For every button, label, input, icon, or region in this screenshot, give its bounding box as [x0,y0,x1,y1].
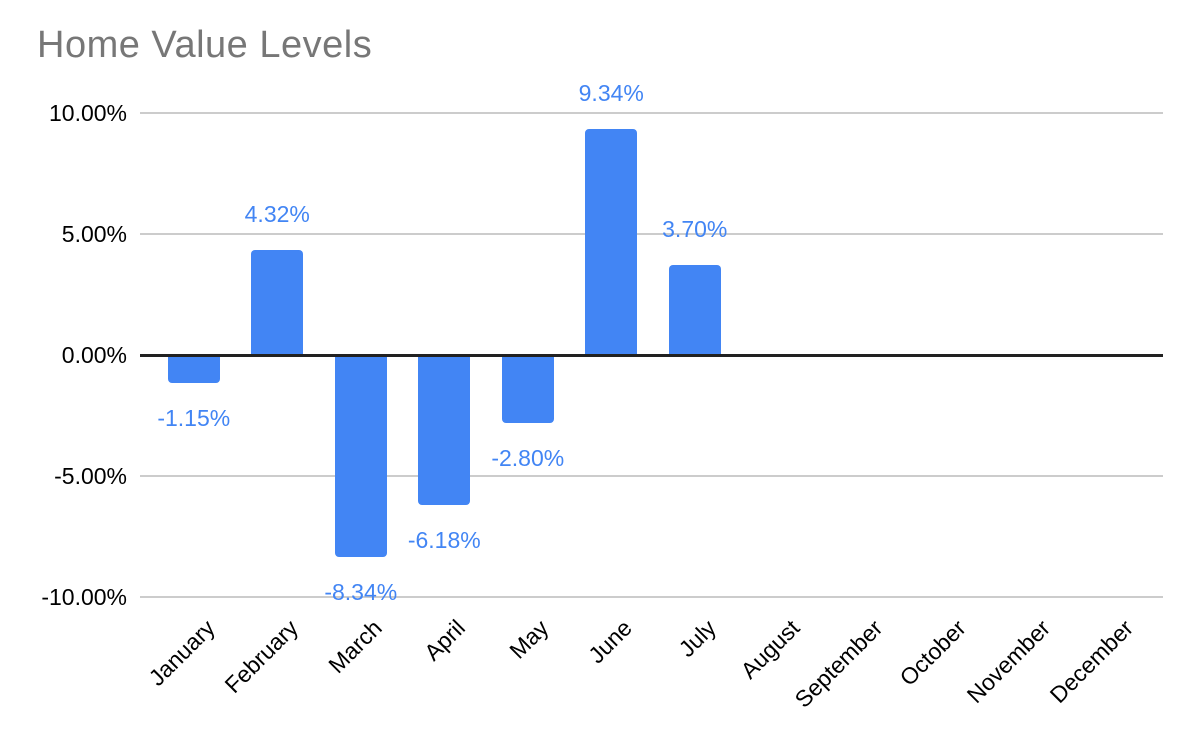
x-axis-label-august: August [735,614,805,684]
data-label-january: -1.15% [157,404,231,431]
x-axis-label-january: January [143,614,220,691]
chart-title: Home Value Levels [37,24,373,66]
gridline--10-00- [140,596,1163,598]
x-axis-label-november: November [961,614,1055,709]
data-label-april: -6.18% [407,526,481,553]
x-axis-label-june: June [583,614,638,669]
x-axis-label-march: March [323,614,387,679]
x-axis-label-february: February [219,614,304,699]
y-axis-tick--5-00-: -5.00% [54,463,127,489]
bar-may[interactable] [501,355,554,423]
y-axis-tick-10-00-: 10.00% [48,100,127,126]
bar-january[interactable] [167,355,220,383]
bar-july[interactable] [668,265,721,355]
gridline-5-00- [140,233,1163,235]
data-label-july: 3.70% [662,216,728,243]
x-axis-label-december: December [1044,614,1139,709]
bar-april[interactable] [418,355,471,505]
x-axis-label-september: September [789,614,888,713]
data-label-june: 9.34% [578,79,644,106]
bar-february[interactable] [251,250,304,355]
data-label-march: -8.34% [324,578,398,605]
x-axis-label-july: July [673,614,721,662]
y-axis-tick-5-00-: 5.00% [61,221,127,247]
x-axis-label-october: October [894,614,972,691]
bar-march[interactable] [334,355,387,557]
zero-axis-line [140,353,1163,357]
bar-june[interactable] [585,128,638,355]
data-label-february: 4.32% [244,201,310,228]
y-axis-tick--10-00-: -10.00% [41,584,127,610]
y-axis-tick-0-00-: 0.00% [61,342,127,368]
data-label-may: -2.80% [491,444,565,471]
x-axis-label-april: April [419,614,471,666]
gridline-10-00- [140,112,1163,114]
gridline--5-00- [140,475,1163,477]
x-axis-label-may: May [504,614,554,664]
